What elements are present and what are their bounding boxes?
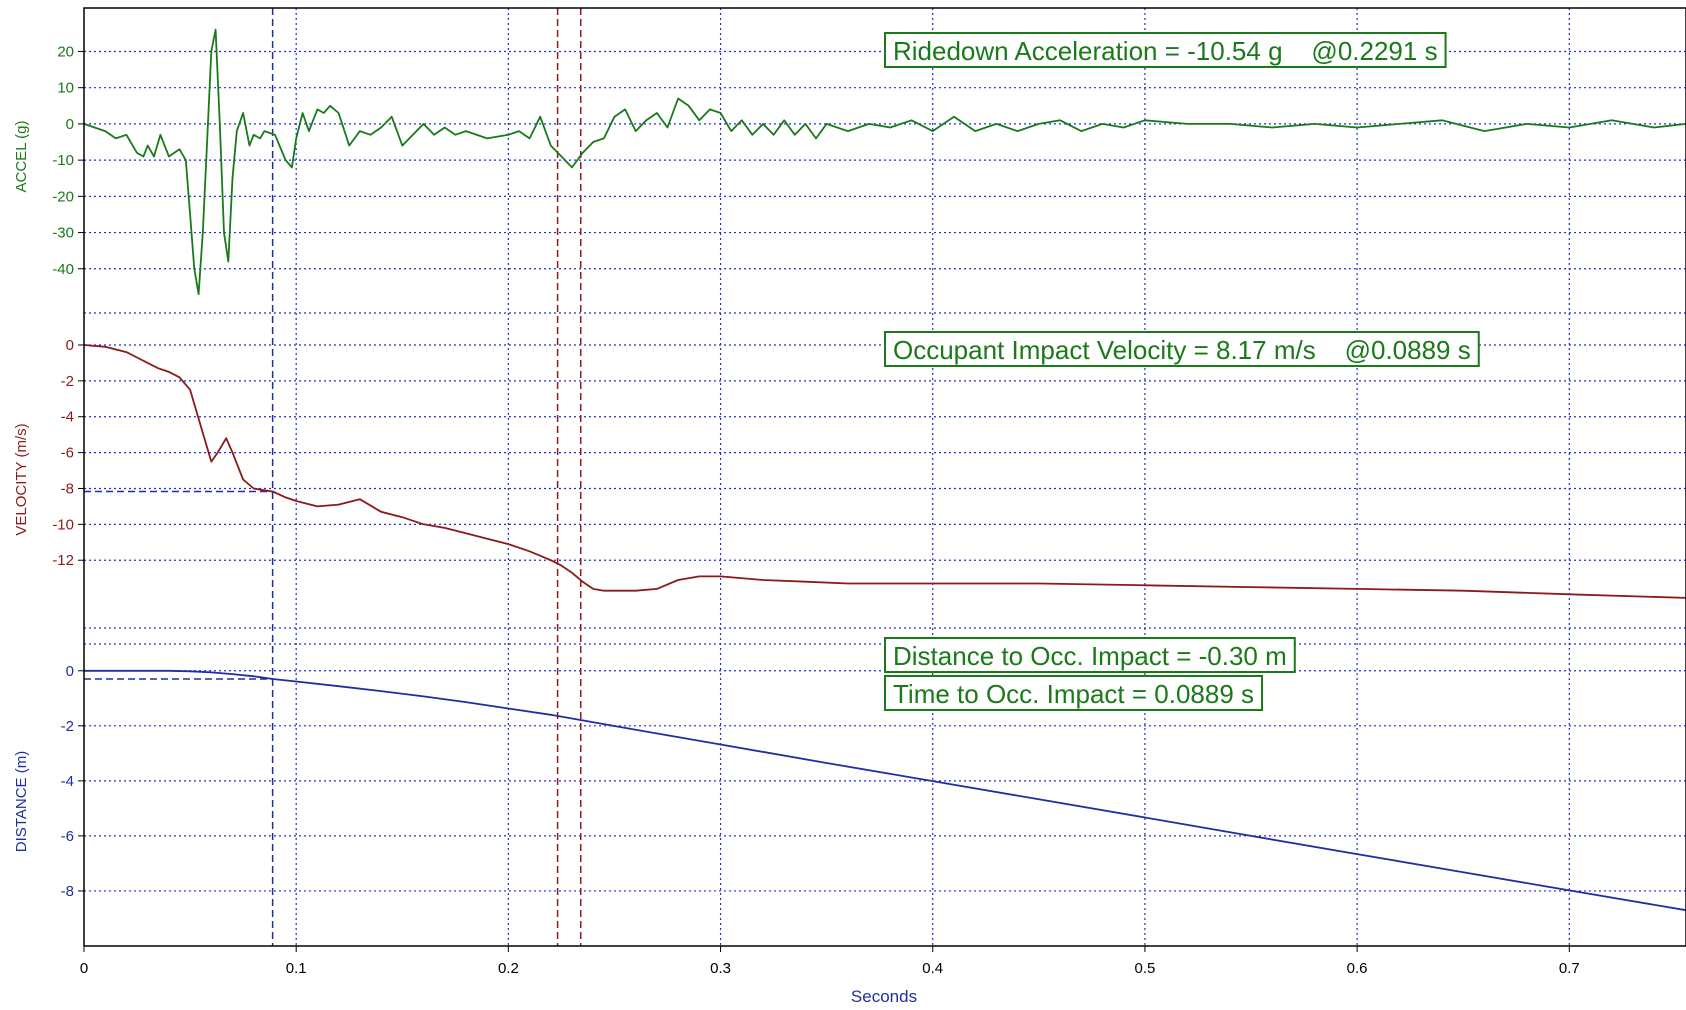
grid <box>78 8 1686 952</box>
x-tick-label: 0 <box>80 960 88 977</box>
annotation-text: Time to Occ. Impact = 0.0889 s <box>893 679 1254 709</box>
x-tick-label: 0.4 <box>922 960 943 977</box>
velocity-y-tick-label: -8 <box>61 480 74 497</box>
annotation-box <box>884 331 1480 367</box>
event-markers <box>84 8 582 946</box>
accel-y-tick-label: 0 <box>66 116 74 133</box>
accel-y-axis-label: ACCEL (g) <box>13 121 30 193</box>
annotation-ridedown: Ridedown Acceleration = -10.54 g @0.2291… <box>884 32 1447 68</box>
velocity-y-tick-label: -4 <box>61 409 74 426</box>
distance-y-tick-label: -6 <box>61 828 74 845</box>
accel-y-tick-label: 20 <box>57 43 74 60</box>
velocity-series-line <box>83 344 1686 599</box>
accel-y-tick-label: -40 <box>52 261 74 278</box>
annotation-oiv: Occupant Impact Velocity = 8.17 m/s @0.0… <box>884 331 1480 367</box>
distance-y-axis-label: DISTANCE (m) <box>13 751 30 852</box>
x-tick-label: 0.7 <box>1559 960 1580 977</box>
velocity-y-axis-label: VELOCITY (m/s) <box>13 423 30 535</box>
velocity-y-tick-label: 0 <box>66 337 74 354</box>
velocity-y-tick-label: -6 <box>61 445 74 462</box>
plot-frame <box>83 7 1686 947</box>
velocity-y-tick-label: -2 <box>61 373 74 390</box>
series-lines <box>83 28 1686 912</box>
annotation-distance: Distance to Occ. Impact = -0.30 m <box>884 637 1296 673</box>
accel-y-tick-label: -10 <box>52 152 74 169</box>
annotation-time: Time to Occ. Impact = 0.0889 s <box>884 675 1264 711</box>
distance-y-tick-label: -2 <box>61 718 74 735</box>
distance-y-tick-label: -8 <box>61 883 74 900</box>
x-tick-label: 0.3 <box>710 960 731 977</box>
annotation-text: Occupant Impact Velocity = 8.17 m/s @0.0… <box>893 335 1471 365</box>
velocity-y-tick-label: -12 <box>52 552 74 569</box>
x-tick-label: 0.1 <box>286 960 307 977</box>
annotation-box <box>884 32 1447 68</box>
x-axis-label: Seconds <box>851 987 917 1006</box>
distance-y-tick-label: 0 <box>66 663 74 680</box>
annotation-text: Distance to Occ. Impact = -0.30 m <box>893 641 1287 671</box>
annotation-box <box>884 637 1296 673</box>
annotation-box <box>884 675 1264 711</box>
annotation-text: Ridedown Acceleration = -10.54 g @0.2291… <box>893 36 1438 66</box>
distance-series-line <box>84 669 1686 912</box>
accel-y-tick-label: 10 <box>57 80 74 97</box>
accel-series-line <box>83 28 1686 296</box>
y-axis-labels: ACCEL (g) VELOCITY (m/s) DISTANCE (m) <box>13 121 30 853</box>
accel-y-tick-label: -20 <box>52 188 74 205</box>
x-tick-label: 0.6 <box>1347 960 1368 977</box>
tick-labels: 0 0.1 0.2 0.3 0.4 0.5 0.6 0.720100-10-20-30-400… <box>52 43 1579 977</box>
annotations: Ridedown Acceleration = -10.54 g @0.2291… <box>884 32 1480 711</box>
distance-y-tick-label: -4 <box>61 773 74 790</box>
x-tick-label: 0.5 <box>1134 960 1155 977</box>
x-tick-label: 0.2 <box>498 960 519 977</box>
velocity-y-tick-label: -10 <box>52 516 74 533</box>
accel-y-tick-label: -30 <box>52 225 74 242</box>
